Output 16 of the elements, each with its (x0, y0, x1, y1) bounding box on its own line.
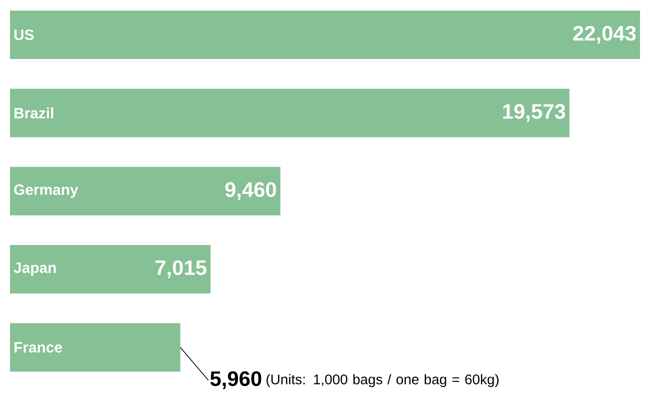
bar (10, 10, 640, 60)
data-label: 19,573 (503, 104, 566, 122)
data-label: 9,460 (225, 182, 276, 200)
y-tick-label: Germany (14, 184, 78, 198)
y-tick-label: Japan (14, 262, 56, 276)
y-tick-label: Brazil (14, 107, 54, 118)
y-tick-label: US (14, 30, 34, 40)
data-label: 5,960 (210, 371, 262, 390)
bar (10, 166, 280, 216)
annotation: (Units: 1,000 bags / one bag = 60kg) (266, 374, 499, 388)
y-tick-label: France (14, 342, 62, 353)
data-label: 7,015 (156, 260, 206, 278)
bar (10, 323, 180, 372)
data-label: 22,043 (573, 26, 636, 44)
bar (10, 88, 570, 138)
bar (10, 245, 210, 294)
